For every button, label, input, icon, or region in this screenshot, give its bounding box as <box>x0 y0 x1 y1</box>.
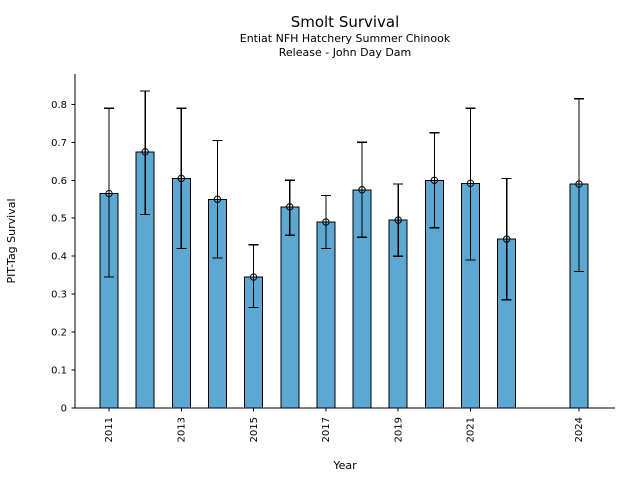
y-tick-label: 0.6 <box>51 176 67 187</box>
marker-2012 <box>141 148 149 156</box>
y-tick-label: 0.5 <box>51 214 67 225</box>
y-tick-label: 0.3 <box>51 290 67 301</box>
bar-2017 <box>316 221 336 409</box>
marker-2021 <box>466 179 475 188</box>
axes-group: 0 0.1 0.2 0.3 0.4 0.5 0.6 0.7 0.8 2011 2013 2015 201… <box>51 74 615 442</box>
y-tick-label: 0.2 <box>51 328 67 339</box>
y-tick-label: 0 <box>61 404 67 415</box>
x-tick-label: 2015 <box>249 417 260 442</box>
marker-2011 <box>105 189 113 198</box>
marker-2016 <box>286 203 294 211</box>
x-tick-label: 2011 <box>104 417 115 442</box>
chart-subtitle-line2: Release - John Day Dam <box>279 46 412 59</box>
bars-group <box>99 90 589 409</box>
y-tick-label: 0.7 <box>51 138 67 149</box>
y-tick-label: 0.1 <box>51 366 67 377</box>
x-axis-label: Year <box>332 459 357 472</box>
marker-2022 <box>502 235 511 243</box>
y-axis-label: PIT-Tag Survival <box>5 198 18 283</box>
bar-2016 <box>280 206 300 409</box>
marker-2013 <box>177 174 186 183</box>
marker-2014 <box>213 195 222 203</box>
marker-2015 <box>249 273 258 281</box>
x-tick-label: 2017 <box>321 417 332 442</box>
x-tick-label: 2021 <box>466 417 477 442</box>
marker-2020 <box>430 176 439 184</box>
marker-2018 <box>358 186 366 194</box>
marker-2024 <box>575 180 583 188</box>
y-tick-label: 0.4 <box>51 252 67 263</box>
y-tick-label: 0.8 <box>51 100 67 111</box>
chart-subtitle-line1: Entiat NFH Hatchery Summer Chinook <box>240 32 451 45</box>
marker-2017 <box>322 218 330 226</box>
x-tick-label: 2019 <box>393 417 404 442</box>
x-tick-label: 2013 <box>177 417 188 442</box>
x-tick-label: 2024 <box>574 417 585 442</box>
marker-2019 <box>394 216 402 224</box>
chart-title: Smolt Survival <box>291 13 400 31</box>
